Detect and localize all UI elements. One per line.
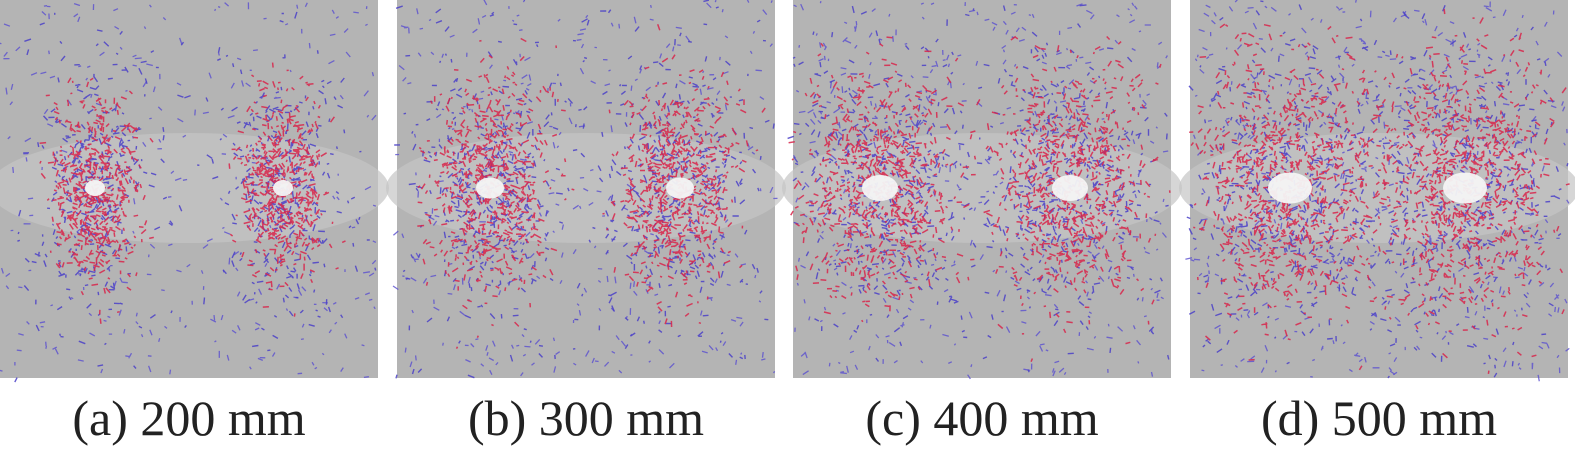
simulation-panel xyxy=(0,0,389,383)
simulation-panel xyxy=(782,0,1182,380)
caption: (c) 400 mm xyxy=(865,390,1098,446)
scattered-particles xyxy=(792,0,1169,380)
crater-core xyxy=(273,180,293,196)
light-band xyxy=(386,133,786,243)
scattered-particles xyxy=(0,2,377,379)
crater-core xyxy=(1268,172,1312,204)
crater-core xyxy=(862,175,898,201)
panels xyxy=(0,0,1575,383)
red-fragments xyxy=(417,23,766,349)
crater-core xyxy=(1443,172,1487,204)
simulation-panel xyxy=(386,0,786,379)
crater-core xyxy=(85,180,105,196)
red-fragments xyxy=(788,35,1171,362)
caption: (d) 500 mm xyxy=(1261,390,1497,446)
crater-core xyxy=(476,177,504,199)
simulation-panel xyxy=(1179,0,1575,382)
red-fragments xyxy=(1189,9,1570,375)
caption: (b) 300 mm xyxy=(468,390,704,446)
crater-core xyxy=(1052,175,1088,201)
scattered-particles xyxy=(1185,0,1570,382)
crater-core xyxy=(666,177,694,199)
caption: (a) 200 mm xyxy=(72,390,305,446)
